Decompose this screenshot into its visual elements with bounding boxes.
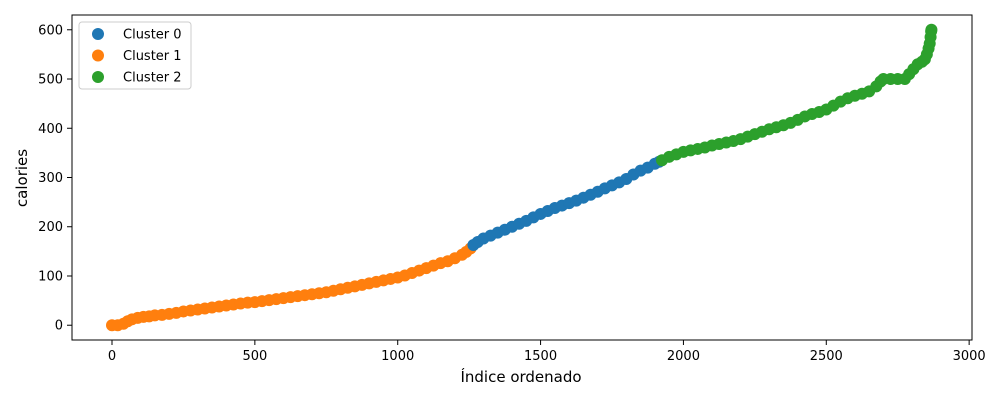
legend-marker-cluster-1 xyxy=(92,49,104,62)
x-tick-label-1: 500 xyxy=(242,349,267,364)
plot-frame xyxy=(71,14,973,341)
y-tick-label-0: 0 xyxy=(55,319,63,334)
y-tick-label-5: 500 xyxy=(38,73,63,88)
legend-items: Cluster 0 Cluster 1 Cluster 2 xyxy=(92,28,182,86)
x-tick-label-6: 3000 xyxy=(953,349,986,364)
y-tick-label-1: 100 xyxy=(38,269,63,284)
y-tick-label-6: 600 xyxy=(38,23,63,38)
y-axis-label: calories xyxy=(13,149,31,207)
axis-ticks: 0 500 1000 1500 2000 2500 3000 0 100 200 300 400 500… xyxy=(38,23,986,364)
x-tick-label-2: 1000 xyxy=(381,349,414,364)
x-tick-label-3: 1500 xyxy=(524,349,557,364)
x-axis-label: Índice ordenado xyxy=(460,367,581,386)
legend-marker-cluster-2 xyxy=(92,71,104,83)
legend-marker-cluster-0 xyxy=(92,28,104,40)
y-tick-label-3: 300 xyxy=(38,171,63,186)
x-tick-label-4: 2000 xyxy=(667,349,700,364)
legend-box xyxy=(78,21,192,90)
legend: Cluster 0 Cluster 1 Cluster 2 xyxy=(78,21,192,90)
y-tick-label-2: 200 xyxy=(38,220,63,235)
x-tick-label-0: 0 xyxy=(108,349,116,364)
points-layer xyxy=(106,23,938,332)
data-point-cluster-2-46 xyxy=(925,23,938,36)
legend-label-cluster-0: Cluster 0 xyxy=(123,28,182,43)
x-tick-label-5: 2500 xyxy=(810,349,843,364)
legend-label-cluster-1: Cluster 1 xyxy=(123,49,182,64)
y-tick-label-4: 400 xyxy=(38,122,63,137)
legend-label-cluster-2: Cluster 2 xyxy=(123,71,182,86)
